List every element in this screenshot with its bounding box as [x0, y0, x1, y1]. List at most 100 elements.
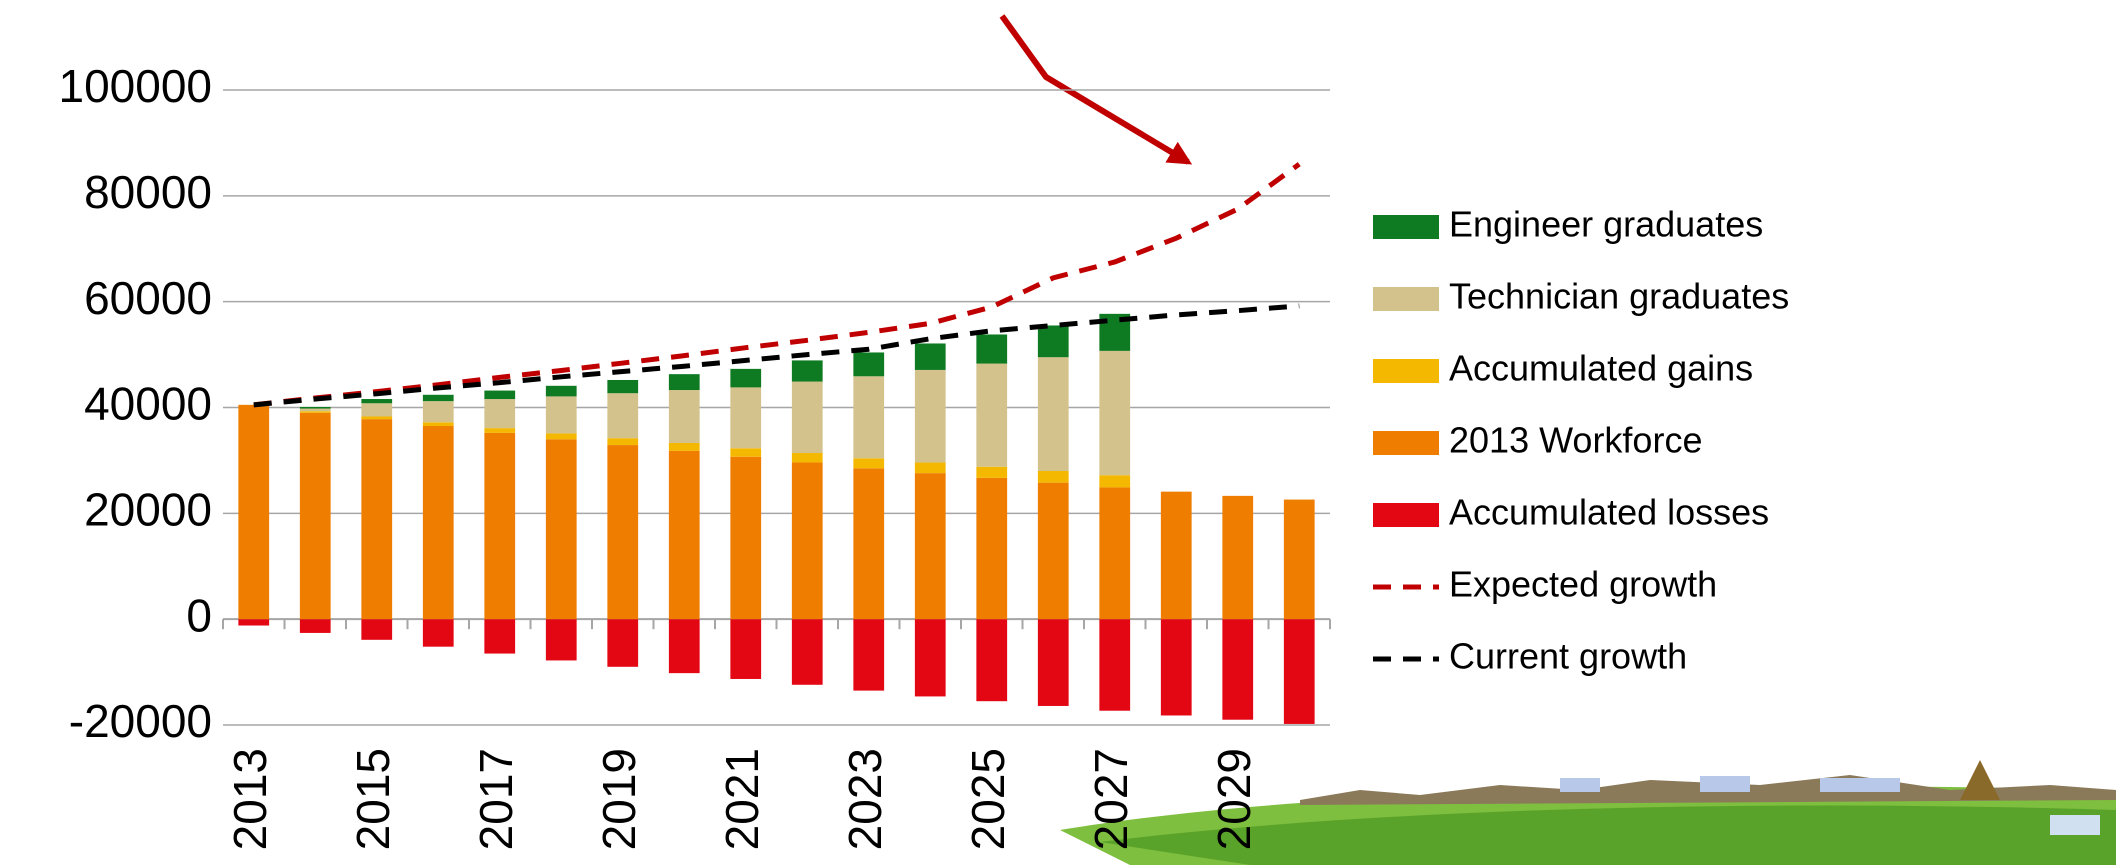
bar [545, 396, 577, 434]
bar [361, 399, 393, 404]
bar [730, 619, 762, 679]
line-series [253, 162, 1301, 408]
plot: -20000 0 20000 40000 60000 80000 100000 2013 201… [59, 60, 1790, 850]
bar [791, 381, 823, 454]
bar [914, 369, 946, 463]
bar [422, 401, 454, 423]
y-tick-label: 20000 [84, 483, 212, 535]
y-tick-label: 80000 [84, 166, 212, 218]
bar [422, 426, 454, 620]
bar [238, 404, 270, 620]
bar [361, 619, 393, 640]
legend-label: Accumulated gains [1449, 348, 1753, 389]
bar [607, 393, 639, 439]
bar [1160, 491, 1192, 620]
bar [853, 376, 885, 459]
bar [914, 619, 946, 697]
y-tick-label: 60000 [84, 272, 212, 324]
bar [976, 466, 1008, 478]
line-series [253, 303, 1300, 408]
bar [914, 473, 946, 620]
bar [853, 619, 885, 691]
x-tick-label: 2025 [962, 748, 1014, 850]
bar [853, 458, 885, 469]
bar [668, 390, 700, 443]
x-tick-label: 2019 [593, 748, 645, 850]
bar [730, 448, 762, 457]
bar [1037, 357, 1069, 471]
bar [976, 477, 1008, 620]
bar [853, 352, 885, 377]
bar [545, 385, 577, 397]
bar [484, 432, 516, 620]
bar [484, 390, 516, 400]
bar [1099, 619, 1131, 711]
legend-label: Technician graduates [1449, 276, 1789, 317]
x-tick-label: 2017 [470, 748, 522, 850]
bar [238, 619, 270, 626]
bar [607, 438, 639, 446]
bar [791, 453, 823, 463]
legend-label: Current growth [1449, 636, 1687, 677]
bar [730, 456, 762, 620]
landscape [1060, 760, 2116, 865]
y-tick-label: 0 [186, 589, 212, 641]
x-tick-label: 2023 [839, 748, 891, 850]
bar [545, 433, 577, 440]
bar [853, 468, 885, 620]
bar [422, 394, 454, 402]
bar [791, 619, 823, 685]
bar [1283, 619, 1315, 724]
bar [607, 379, 639, 394]
bar [1099, 350, 1131, 476]
bar [299, 406, 331, 409]
bar [545, 439, 577, 620]
bar [791, 360, 823, 382]
annotation-arrow [999, 14, 1193, 165]
legend-swatch [1373, 287, 1439, 311]
legend-label: Expected growth [1449, 564, 1717, 605]
bar [914, 462, 946, 474]
bar [1037, 325, 1069, 358]
bar [607, 445, 639, 620]
legend-label: Engineer graduates [1449, 204, 1763, 245]
bar [668, 619, 700, 674]
bar [545, 619, 577, 661]
bar [299, 408, 331, 412]
bar [299, 412, 331, 620]
x-tick-label: 2015 [347, 748, 399, 850]
y-tick-label: -20000 [69, 695, 212, 747]
bar [730, 368, 762, 388]
bar [791, 462, 823, 620]
bar [914, 343, 946, 370]
bar [361, 403, 393, 417]
bar [1099, 487, 1131, 620]
bar [484, 428, 516, 433]
y-tick-label: 100000 [59, 60, 213, 112]
x-tick-label: 2013 [224, 748, 276, 850]
bar [422, 422, 454, 427]
bar [299, 411, 331, 413]
legend-swatch [1373, 503, 1439, 527]
bar [484, 619, 516, 654]
y-tick-label: 40000 [84, 378, 212, 430]
bar [1222, 619, 1254, 720]
bar [668, 450, 700, 620]
x-tick-label: 2029 [1208, 748, 1260, 850]
bar [976, 363, 1008, 467]
x-tick-label: 2021 [716, 748, 768, 850]
x-tick-label: 2027 [1085, 748, 1137, 850]
bar [976, 334, 1008, 364]
bar [976, 619, 1008, 702]
bar [361, 416, 393, 420]
bar [668, 374, 700, 391]
legend-label: 2013 Workforce [1449, 420, 1702, 461]
legend-swatch [1373, 431, 1439, 455]
bar [1160, 619, 1192, 716]
bar [730, 387, 762, 449]
legend-swatch [1373, 359, 1439, 383]
legend-label: Accumulated losses [1449, 492, 1769, 533]
bar [422, 619, 454, 647]
